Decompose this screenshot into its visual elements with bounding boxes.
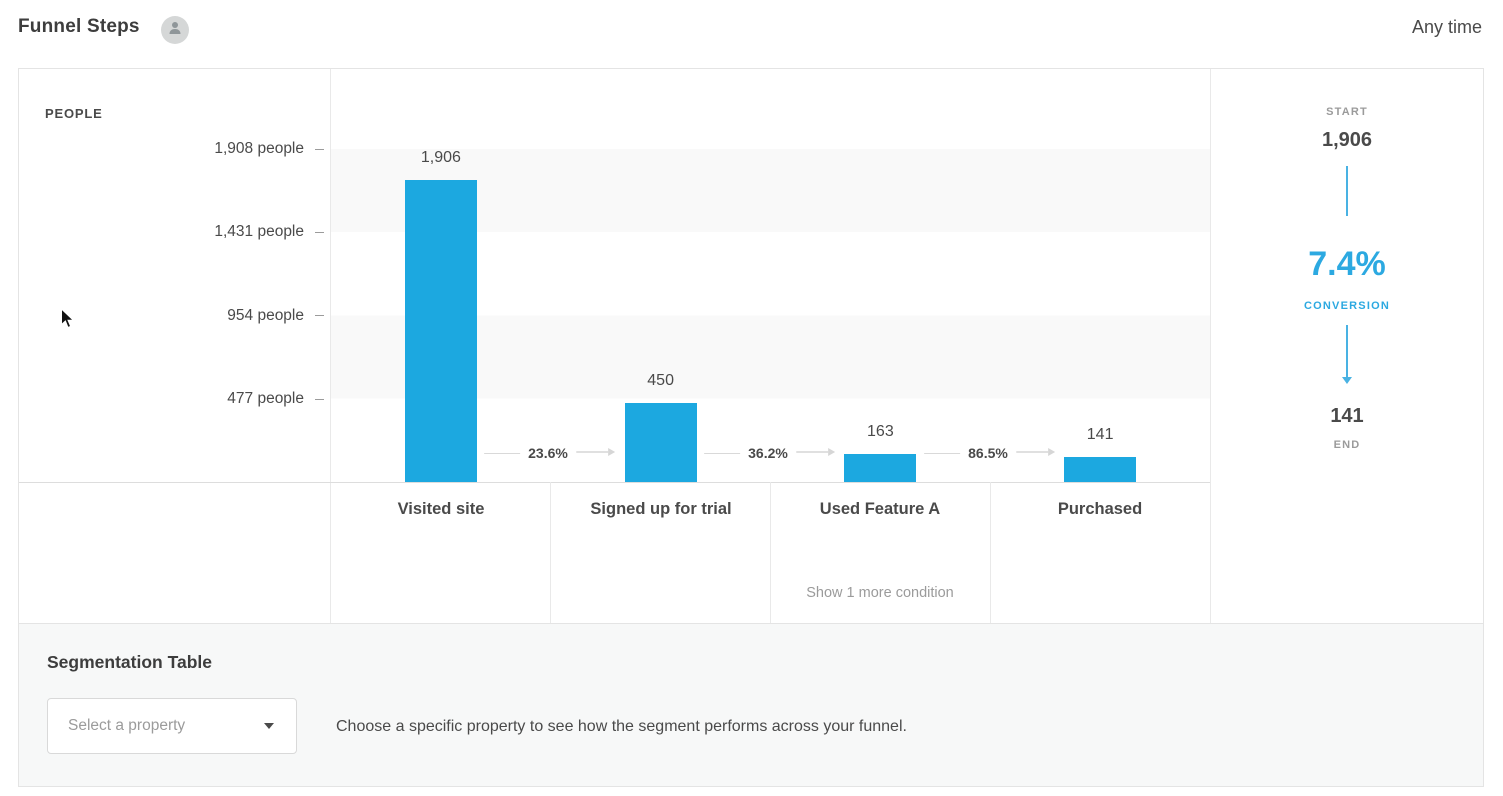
arrow-down-icon — [1342, 377, 1352, 384]
conversion-rate-label: 23.6% — [528, 445, 568, 461]
y-tick-mark — [315, 399, 324, 400]
y-tick-label: 954 people — [227, 307, 304, 324]
segmentation-title: Segmentation Table — [47, 652, 212, 672]
bar-value-label: 163 — [867, 423, 894, 440]
arrow-down-icon — [1346, 325, 1348, 377]
conversion-rate-label: 36.2% — [748, 445, 788, 461]
property-select-value: Select a property — [68, 717, 186, 734]
arrow-right-icon — [795, 444, 836, 462]
conversion-line — [484, 452, 521, 454]
column-divider — [990, 482, 991, 623]
summary-conversion-rate: 7.4% — [1308, 245, 1386, 283]
segmentation-description: Choose a specific property to see how th… — [336, 718, 907, 735]
funnel-step-column: 141 — [990, 149, 1210, 482]
step-conversion: 23.6% — [484, 444, 616, 462]
chevron-down-icon — [264, 723, 274, 729]
column-divider — [770, 482, 771, 623]
summary-conversion-label: CONVERSION — [1304, 300, 1390, 312]
y-axis-title: PEOPLE — [45, 106, 103, 121]
y-tick-label: 477 people — [227, 390, 304, 407]
funnel-card: PEOPLE 1,908 people 1,431 people 954 peo… — [18, 68, 1484, 787]
page-title: Funnel Steps — [18, 16, 140, 37]
summary-end-label: END — [1333, 439, 1361, 451]
funnel-bar-signed-up[interactable] — [624, 403, 697, 482]
conversion-rate-label: 86.5% — [968, 445, 1008, 461]
bar-value-label: 450 — [647, 372, 674, 389]
arrow-right-icon — [1015, 444, 1056, 462]
conversion-summary-panel: START 1,906 7.4% CONVERSION 141 END — [1210, 69, 1483, 623]
column-divider — [550, 482, 551, 623]
summary-end-value: 141 — [1330, 405, 1364, 427]
y-tick-mark — [315, 232, 324, 233]
funnel-bar-purchased[interactable] — [1064, 457, 1137, 482]
y-tick-mark — [315, 149, 324, 150]
funnel-step-column: 1,906 — [331, 149, 551, 482]
funnel-step-column: 450 — [551, 149, 771, 482]
funnel-chart: 1,906 450 163 141 — [331, 149, 1210, 482]
step-conversion: 86.5% — [924, 444, 1056, 462]
step-label-signed-up: Signed up for trial — [590, 500, 732, 518]
segmentation-section: Segmentation Table Select a property Cho… — [19, 623, 1483, 786]
user-segment-button[interactable] — [161, 16, 189, 44]
bar-value-label: 1,906 — [420, 149, 461, 166]
funnel-bar-used-feature-a[interactable] — [844, 454, 917, 482]
step-label-used-feature-a: Used Feature A — [819, 500, 941, 518]
funnel-bar-visited-site[interactable] — [404, 180, 477, 482]
step-conversion: 36.2% — [704, 444, 836, 462]
arrow-right-icon — [575, 444, 616, 462]
step-label-purchased: Purchased — [1057, 500, 1143, 518]
summary-start-value: 1,906 — [1321, 129, 1373, 151]
y-tick-label: 1,908 people — [214, 140, 304, 157]
person-icon — [167, 20, 183, 41]
time-range-selector[interactable]: Any time — [1411, 17, 1482, 37]
summary-start-label: START — [1326, 106, 1368, 118]
bar-value-label: 141 — [1086, 426, 1114, 443]
conversion-line — [924, 452, 961, 454]
step-label-visited-site: Visited site — [397, 500, 485, 518]
show-more-conditions-link[interactable]: Show 1 more condition — [806, 585, 954, 601]
property-select-dropdown[interactable]: Select a property — [47, 698, 297, 754]
arrow-down-icon — [1346, 166, 1348, 216]
y-tick-label: 1,431 people — [214, 223, 304, 240]
y-axis: PEOPLE 1,908 people 1,431 people 954 peo… — [19, 69, 331, 623]
y-tick-mark — [315, 315, 324, 316]
funnel-step-column: 163 — [771, 149, 991, 482]
x-axis-baseline — [19, 482, 1210, 483]
conversion-line — [704, 452, 741, 454]
